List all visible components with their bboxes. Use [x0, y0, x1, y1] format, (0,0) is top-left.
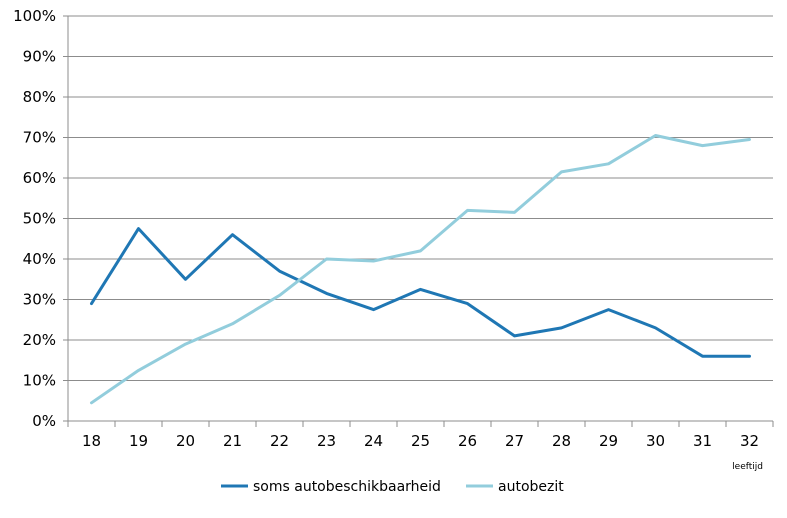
- x-tick-label: 22: [270, 432, 289, 450]
- x-tick-label: 28: [552, 432, 571, 450]
- x-tick-label: 24: [364, 432, 383, 450]
- x-tick-label: 26: [458, 432, 477, 450]
- x-tick-label: 32: [740, 432, 759, 450]
- y-tick-label: 100%: [13, 7, 56, 25]
- y-tick-label: 50%: [23, 210, 56, 228]
- series-line-2: [90, 134, 751, 405]
- y-tick-label: 30%: [23, 291, 56, 309]
- y-tick-label: 60%: [23, 169, 56, 187]
- y-tick-label: 10%: [23, 372, 56, 390]
- y-tick-labels: 0% 10% 20% 30% 40% 50% 60% 70% 80% 90% 100%: [13, 7, 56, 430]
- y-tick-label: 0%: [32, 412, 56, 430]
- y-tick-label: 40%: [23, 250, 56, 268]
- legend-label-2: autobezit: [498, 479, 564, 495]
- x-tick-label: 30: [646, 432, 665, 450]
- series-line-1: [90, 227, 751, 358]
- x-tick-labels: 18 19 20 21 22 23 24 25 26 27 28 29 30 31 32: [82, 432, 759, 450]
- x-tick-label: 31: [693, 432, 712, 450]
- y-tick-label: 70%: [23, 129, 56, 147]
- x-tick-label: 27: [505, 432, 524, 450]
- legend: soms autobeschikbaarheid autobezit: [221, 479, 564, 495]
- x-tick-label: 19: [129, 432, 148, 450]
- x-tick-label: 21: [223, 432, 242, 450]
- y-tick-label: 90%: [23, 48, 56, 66]
- axes: [63, 15, 774, 427]
- legend-label-1: soms autobeschikbaarheid: [253, 479, 441, 495]
- x-tick-label: 29: [599, 432, 618, 450]
- series-lines: [90, 134, 751, 405]
- y-tick-label: 80%: [23, 88, 56, 106]
- y-tick-label: 20%: [23, 331, 56, 349]
- x-tick-label: 18: [82, 432, 101, 450]
- x-axis-label: leeftijd: [732, 462, 763, 472]
- x-tick-label: 25: [411, 432, 430, 450]
- x-tick-label: 23: [317, 432, 336, 450]
- x-tick-label: 20: [176, 432, 195, 450]
- gridlines: [68, 15, 773, 381]
